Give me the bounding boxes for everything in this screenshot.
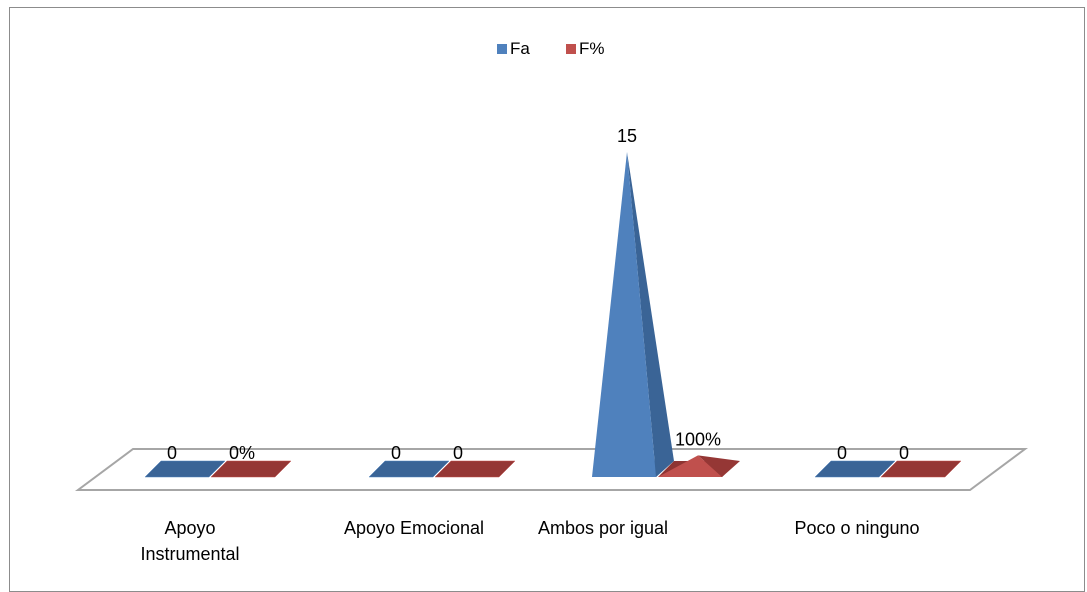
data-label-fa-ambos-por-igual: 15 xyxy=(617,126,637,146)
bar-fa-poco-o-ninguno xyxy=(814,460,896,478)
data-label-fa-poco-o-ninguno: 0 xyxy=(837,443,847,463)
chart-labels: 0 0 15 0 0% 0 100% 0 Apoyo Instrumental Apoyo Emoc… xyxy=(140,126,919,564)
bar-fa-ambos-por-igual xyxy=(592,152,674,477)
legend-label-fa: Fa xyxy=(510,39,530,58)
bar-fa-apoyo-emocional xyxy=(368,460,450,478)
legend-swatch-f xyxy=(566,44,576,54)
bar-f-apoyo-instrumental xyxy=(210,460,292,478)
bar-f-ambos-por-igual xyxy=(658,455,740,477)
bar-fa-apoyo-instrumental xyxy=(144,460,226,478)
bar-f-poco-o-ninguno xyxy=(880,460,962,478)
category-label-apoyo-instrumental: Apoyo Instrumental xyxy=(140,518,239,564)
chart-legend: Fa F% xyxy=(497,39,605,58)
chart-marks xyxy=(144,152,962,478)
bar-f-apoyo-emocional xyxy=(434,460,516,478)
data-label-f-apoyo-instrumental: 0% xyxy=(229,443,255,463)
data-label-fa-apoyo-instrumental: 0 xyxy=(167,443,177,463)
chart-frame xyxy=(9,7,1085,592)
category-label-poco-o-ninguno: Poco o ninguno xyxy=(794,518,919,538)
legend-swatch-fa xyxy=(497,44,507,54)
legend-label-f: F% xyxy=(579,39,605,58)
data-label-f-ambos-por-igual: 100% xyxy=(675,429,721,449)
data-label-f-poco-o-ninguno: 0 xyxy=(899,443,909,463)
chart-floor xyxy=(74,448,1029,491)
category-label-apoyo-emocional: Apoyo Emocional xyxy=(344,518,484,538)
data-label-fa-apoyo-emocional: 0 xyxy=(391,443,401,463)
category-label-ambos-por-igual: Ambos por igual xyxy=(538,518,668,538)
data-label-f-apoyo-emocional: 0 xyxy=(453,443,463,463)
